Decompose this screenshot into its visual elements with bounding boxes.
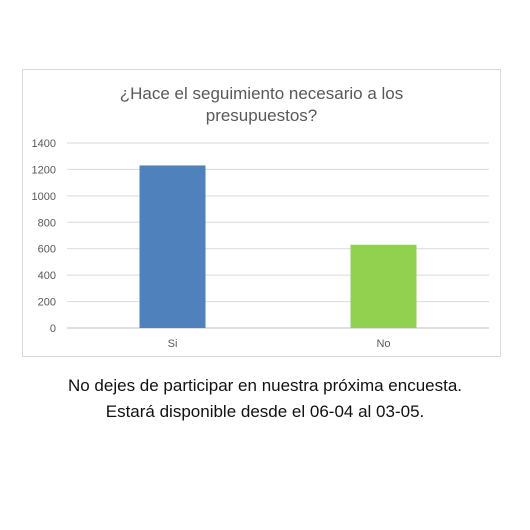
x-tick-label: No (376, 338, 390, 350)
y-tick-label: 1400 (32, 138, 56, 150)
announcement-caption: No dejes de participar en nuestra próxim… (0, 373, 530, 425)
y-tick-label: 1000 (32, 191, 56, 203)
caption-line-2: Estará disponible desde el 06-04 al 03-0… (105, 402, 425, 421)
x-tick-label: Si (168, 338, 178, 350)
y-tick-label: 400 (38, 270, 56, 282)
caption-line-1: No dejes de participar en nuestra próxim… (67, 376, 463, 395)
y-tick-label: 800 (38, 217, 56, 229)
bar-si (139, 165, 206, 328)
chart-title-line-1: ¿Hace el seguimiento necesario a los (119, 84, 404, 103)
chart-frame: ¿Hace el seguimiento necesario a los pre… (22, 69, 501, 357)
chart-title: ¿Hace el seguimiento necesario a los pre… (23, 83, 500, 127)
bar-chart-plot: 0 200 400 600 800 1000 1200 1400 Si No (32, 138, 489, 350)
bar-no (350, 244, 417, 328)
y-tick-label: 200 (38, 297, 56, 309)
y-tick-label: 1200 (32, 164, 56, 176)
chart-title-line-2: presupuestos? (205, 106, 318, 125)
y-tick-label: 600 (38, 244, 56, 256)
y-tick-label: 0 (50, 323, 56, 335)
